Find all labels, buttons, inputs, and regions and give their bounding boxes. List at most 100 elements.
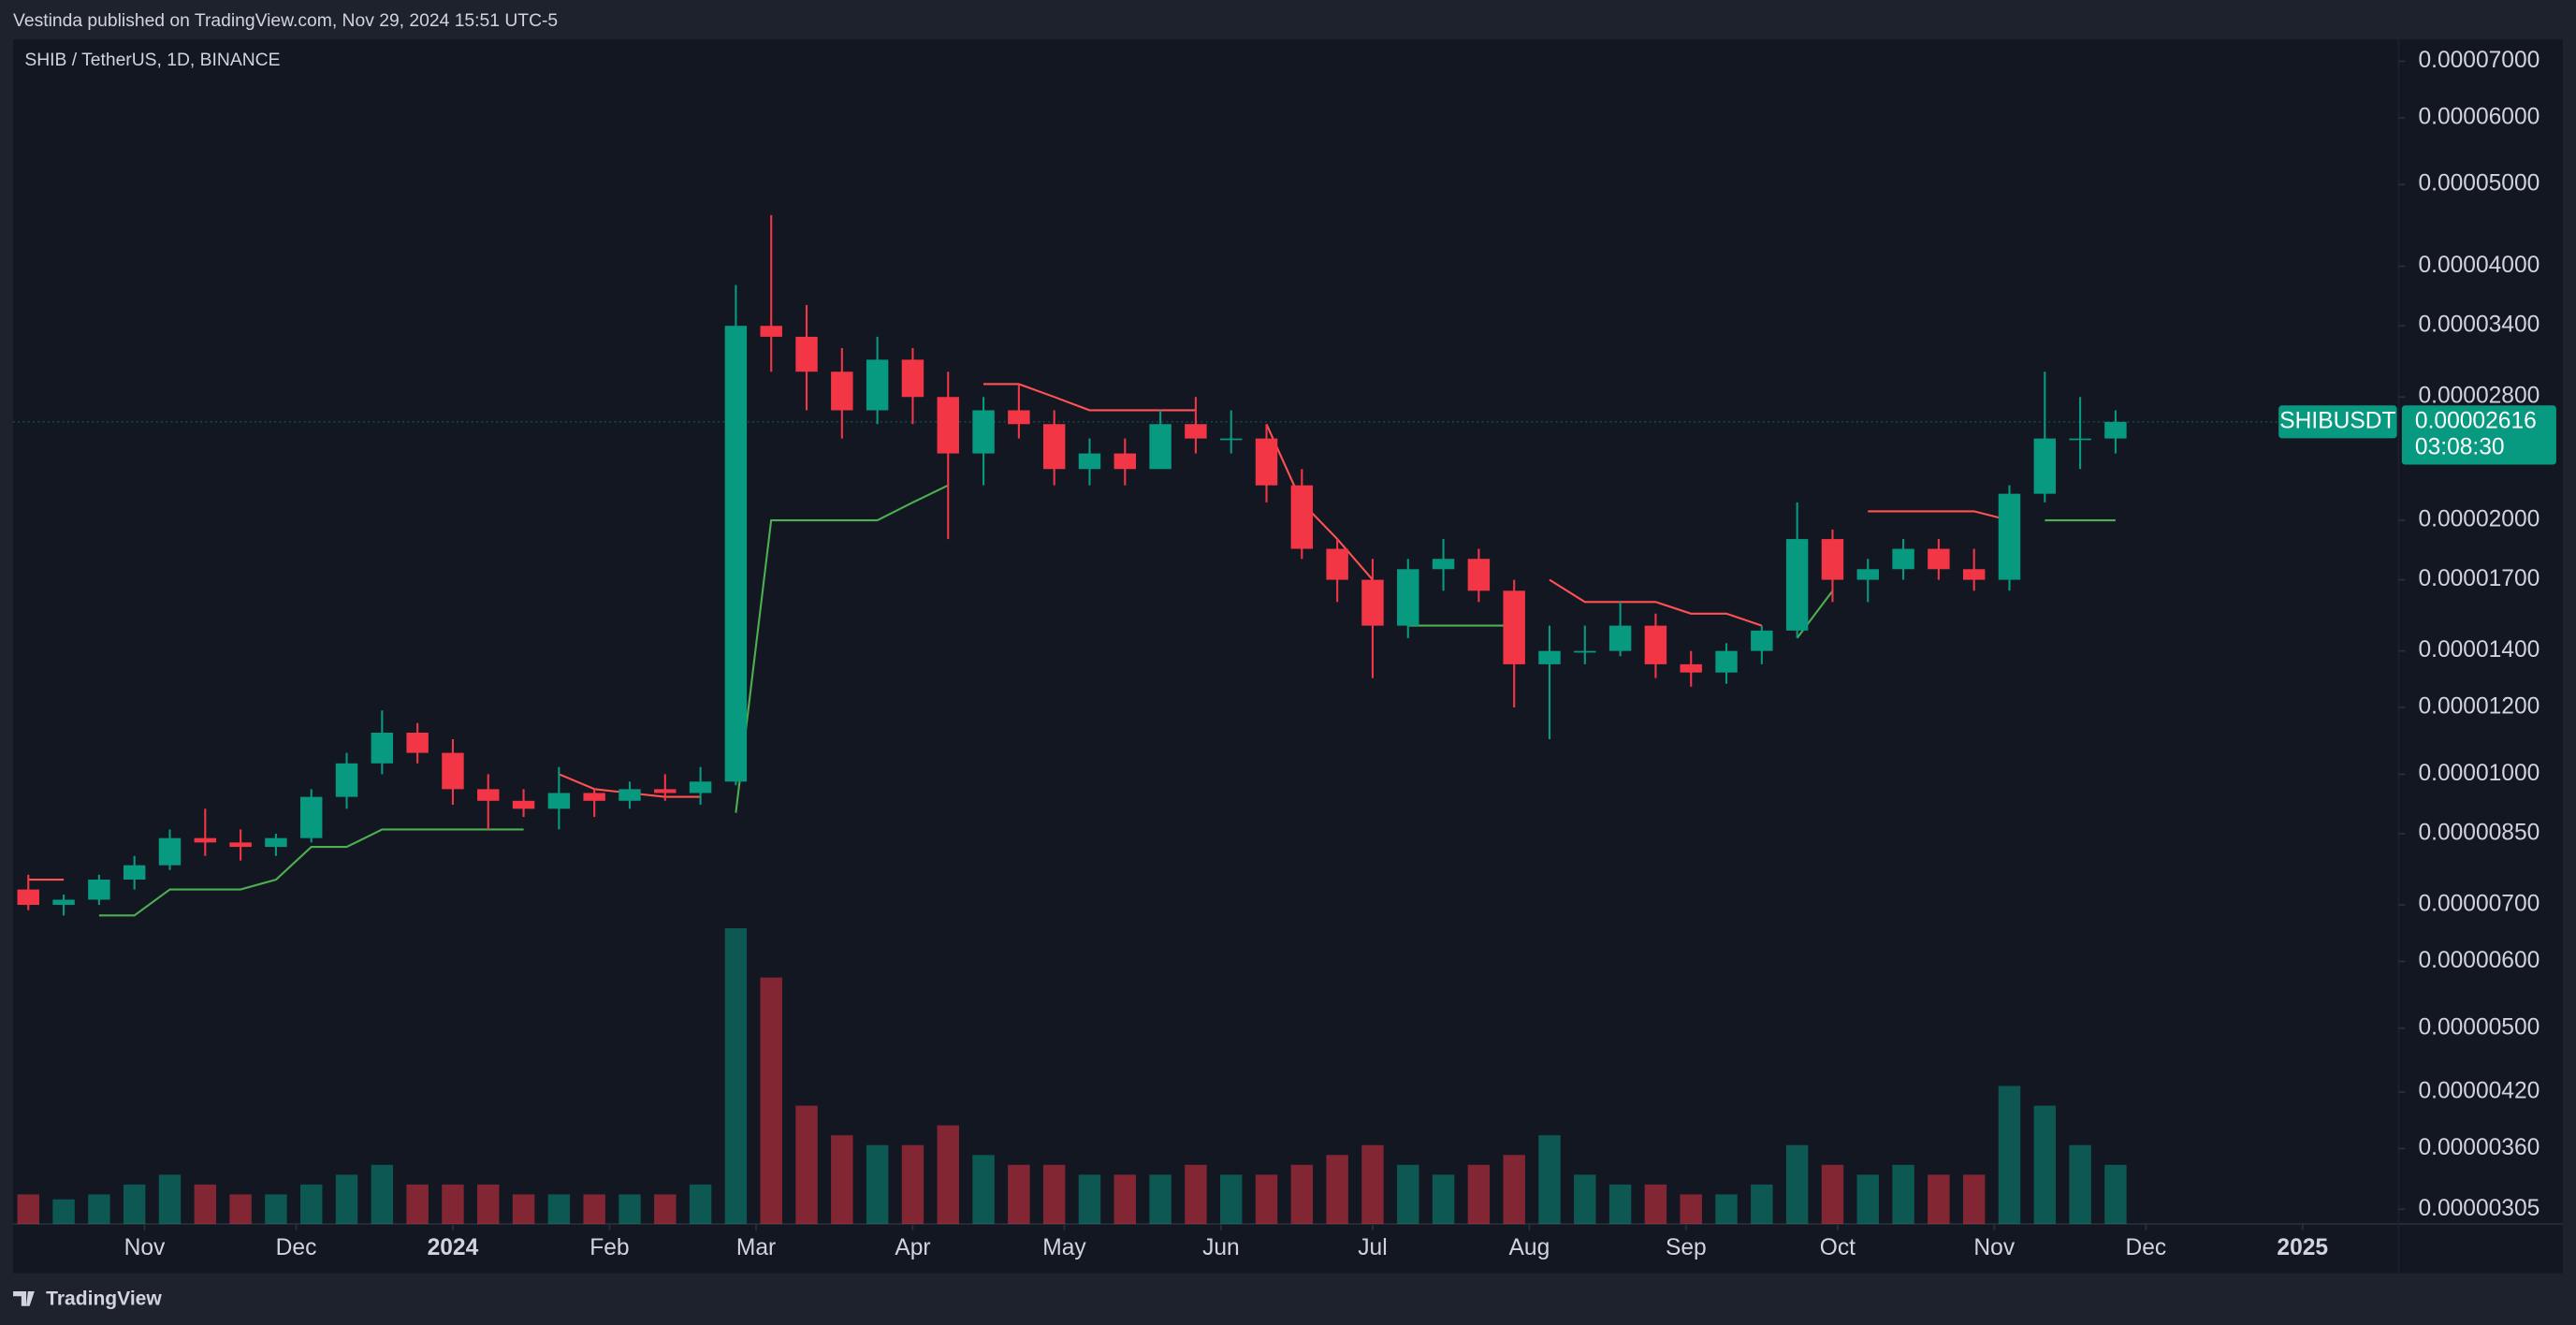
volume-bar [1467,1164,1491,1225]
volume-bar [724,927,748,1225]
candle-body [1785,539,1809,631]
candle-body [760,326,782,337]
y-tick-label: 0.00000500 [2418,1014,2540,1040]
volume-bar [123,1184,146,1225]
candle-body [972,410,995,454]
candle-body [1608,625,1632,651]
countdown: 03:08:30 [2415,434,2505,459]
volume-bar [1715,1194,1738,1225]
volume-bar [1185,1164,1207,1225]
volume-bar [194,1184,217,1225]
symbol: SHIBUSDT [2279,408,2395,433]
candle-body [1113,453,1137,470]
volume-bar [158,1174,182,1225]
candle-body [194,837,217,843]
volume-bar [1432,1174,1455,1225]
volume-bar [1856,1174,1879,1225]
candle-body [654,789,677,794]
y-tick-label: 0.00001200 [2418,693,2540,719]
x-tick-label: Sep [1666,1235,1707,1260]
volume-bar [547,1194,571,1225]
candle-body [937,397,959,454]
volume-bar [937,1125,959,1225]
volume-bar [1644,1184,1667,1225]
candle-body [17,889,39,906]
candle-body [477,789,500,801]
candle-body [1432,559,1455,570]
candle-body [1149,424,1172,470]
candle-body [1185,424,1207,439]
x-tick-label: Nov [1973,1235,2015,1260]
y-tick-label: 0.00003400 [2418,313,2540,338]
volume-bar [88,1194,110,1225]
volume-bar [299,1184,323,1225]
candle-body [1503,590,1525,664]
x-tick-label: Nov [124,1235,166,1260]
x-tick-label: May [1042,1235,1086,1260]
candle-body [831,371,853,411]
candle-body [619,789,641,801]
volume-bar [1751,1184,1773,1225]
supertrend-line [98,484,2116,917]
y-tick-label: 0.00000600 [2418,948,2540,973]
volume-bar [689,1184,712,1225]
x-tick-label: Aug [1509,1235,1550,1260]
candle-body [88,880,110,900]
x-tick-label: Mar [736,1235,776,1260]
x-tick-label: Oct [1820,1235,1856,1260]
volume-bar [1219,1174,1243,1225]
brand[interactable]: TradingView [46,1288,162,1309]
symbol-box [2278,405,2397,439]
volume-bar [972,1155,995,1225]
volume-bar [1397,1164,1419,1225]
volume-bar [442,1184,464,1225]
candle-body [1928,548,1950,570]
volume-bar [1326,1155,1348,1225]
volume-bar [1078,1174,1101,1225]
volume-bar [1361,1144,1384,1225]
y-tick-label: 0.00001700 [2418,566,2540,591]
volume-bar [52,1199,75,1225]
y-tick-label: 0.00002000 [2418,506,2540,531]
volume-bar [831,1135,853,1225]
volume-bar [1928,1174,1950,1225]
y-tick-label: 0.00000360 [2418,1135,2540,1160]
x-tick-label: Jun [1202,1235,1240,1260]
volume-bar [619,1194,641,1225]
volume-bar [1113,1174,1137,1225]
volume-bar [1255,1174,1278,1225]
volume-bar [654,1194,677,1225]
y-tick-label: 0.00002800 [2418,384,2540,409]
volume-bar [265,1194,287,1225]
price-box [2401,405,2556,465]
x-tick-label: 2024 [428,1235,479,1260]
volume-bar [2033,1105,2057,1225]
candle-body [689,781,712,794]
volume-bar [2104,1164,2127,1225]
volume-bar [1008,1164,1030,1225]
candle-body [1998,493,2021,580]
candle-body [1290,485,1314,549]
candle-body [512,800,535,809]
candle-body [1962,569,1986,580]
volume-bar [1608,1184,1632,1225]
volume-bar [1290,1164,1314,1225]
candle-body [335,763,358,797]
plot [13,214,2399,1225]
volume-bar [1821,1164,1844,1225]
candle-body [1397,569,1419,626]
volume-bar [371,1164,394,1225]
volume-bar [1998,1085,2021,1225]
volume-bar [1962,1174,1986,1225]
logo-icon [13,1291,35,1306]
chart-title: SHIB / TetherUS, 1D, BINANCE [24,51,280,70]
volume-bar [229,1194,252,1225]
volume-bar [795,1105,818,1225]
x-tick-label: Apr [895,1235,930,1260]
volume-bar [1538,1135,1561,1225]
candle-body [795,336,818,372]
candle-body [547,793,571,809]
candle-body [1821,539,1844,580]
